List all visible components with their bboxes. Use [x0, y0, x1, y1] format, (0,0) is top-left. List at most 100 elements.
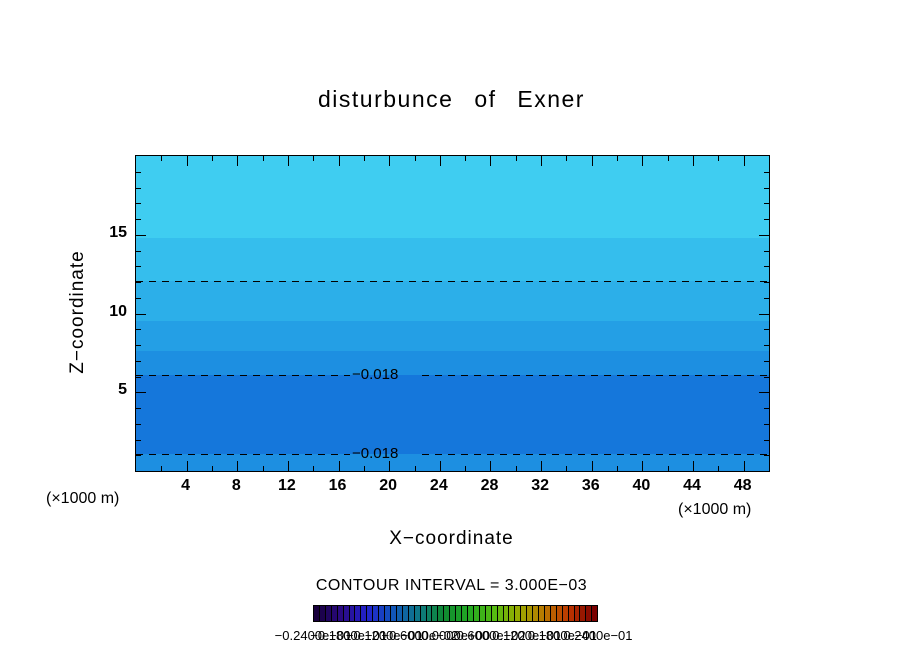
colorbar-cell — [325, 606, 332, 621]
y-tick-mark — [136, 408, 141, 409]
colorbar-cell — [485, 606, 492, 621]
x-tick-mark — [465, 156, 467, 161]
contour-line-label: −0.018 — [352, 444, 399, 462]
x-tick-mark — [363, 156, 365, 161]
colorbar-cell — [367, 606, 374, 621]
x-tick-mark — [465, 466, 467, 471]
x-tick-label: 4 — [181, 477, 191, 494]
y-tick-mark — [764, 187, 769, 189]
x-tick-mark — [363, 466, 365, 471]
y-tick-mark — [136, 345, 141, 346]
x-tick-mark — [642, 156, 644, 166]
colorbar-cell — [343, 606, 350, 621]
colorbar-tick-label: 0.1200e−01 — [492, 628, 562, 643]
x-tick-mark — [566, 466, 568, 471]
y-tick-mark — [759, 234, 769, 236]
x-tick-mark — [490, 461, 492, 471]
colorbar-cell — [438, 606, 445, 621]
plot-area: −0.018 −0.018 — [135, 155, 770, 472]
colorbar-tick-label: −0.6000e−02 — [381, 628, 459, 643]
colorbar-cell — [491, 606, 498, 621]
colorbar-cell — [426, 606, 433, 621]
colorbar-cell — [574, 606, 581, 621]
x-tick-label: 20 — [379, 477, 398, 494]
x-tick-mark — [211, 156, 213, 161]
contour-line-label: −0.018 — [352, 365, 399, 383]
x-tick-mark — [591, 156, 593, 166]
colorbar-labels: −0.2400e−01 −0.1800e−01 −0.1200e−01 −0.6000… — [0, 628, 904, 646]
colorbar-tick-label: −0.2400e−01 — [274, 628, 352, 643]
y-axis-unit-label: (×1000 m) — [46, 490, 120, 507]
x-tick-mark — [642, 461, 644, 471]
colorbar-tick-label: −0.1200e−01 — [345, 628, 423, 643]
chart-title: disturbunce of Exner — [318, 86, 585, 112]
x-axis-label: X−coordinate — [389, 528, 514, 549]
y-tick-mark — [136, 360, 141, 362]
colorbar-cell — [533, 606, 540, 621]
colorbar-tick-label: 0.1800e−01 — [527, 628, 597, 643]
colorbar-tick-label: 0.6000e−02 — [456, 628, 526, 643]
x-tick-mark — [389, 461, 391, 471]
colorbar-cell — [337, 606, 344, 621]
x-tick-mark — [617, 156, 619, 161]
colorbar-cell — [450, 606, 457, 621]
y-tick-mark — [136, 376, 141, 378]
contour-interval-text: CONTOUR INTERVAL = 3.000E−03 — [315, 577, 588, 594]
x-tick-mark — [414, 466, 416, 471]
colorbar-cell — [385, 606, 391, 621]
y-tick-mark — [764, 297, 769, 299]
colorbar-cell — [586, 606, 593, 621]
x-tick-mark — [515, 466, 517, 471]
contour-fill-band — [136, 453, 769, 471]
x-tick-mark — [439, 156, 441, 166]
colorbar-cell — [390, 606, 397, 621]
x-tick-mark — [541, 156, 543, 166]
colorbar-cell — [580, 606, 587, 621]
x-tick-label: 8 — [231, 477, 241, 494]
colorbar-cell — [479, 606, 486, 621]
colorbar-cell — [408, 606, 415, 621]
y-tick-mark — [136, 297, 141, 299]
colorbar-cell — [420, 606, 427, 621]
y-tick-mark — [759, 313, 769, 315]
y-tick-mark — [136, 439, 141, 441]
y-tick-label: 10 — [109, 302, 127, 320]
colorbar-cell — [361, 606, 368, 621]
y-tick-mark — [764, 171, 769, 173]
colorbar-cell — [473, 606, 480, 621]
colorbar-cell — [509, 606, 516, 621]
x-tick-mark — [186, 156, 188, 166]
contour-line — [136, 374, 350, 376]
y-tick-mark — [136, 423, 141, 425]
x-tick-mark — [161, 466, 163, 471]
x-tick-label: 44 — [683, 477, 701, 494]
x-tick-label: 24 — [429, 477, 448, 494]
colorbar-cell — [497, 606, 504, 621]
x-tick-mark — [161, 156, 163, 161]
colorbar-cell — [556, 606, 563, 621]
contour-line — [422, 374, 769, 376]
colorbar-tick-label: 0.2400e−01 — [563, 628, 633, 643]
x-tick-label: 36 — [581, 477, 600, 494]
x-tick-label: 12 — [278, 477, 296, 494]
x-tick-mark — [389, 156, 391, 166]
colorbar-cell — [456, 606, 463, 621]
y-tick-mark — [136, 266, 141, 268]
x-tick-mark — [515, 156, 517, 161]
y-tick-mark — [136, 234, 146, 236]
colorbar-cell — [319, 606, 326, 621]
y-tick-mark — [764, 282, 769, 283]
colorbar-cell — [414, 606, 421, 621]
x-tick-mark — [237, 461, 239, 471]
y-tick-mark — [764, 203, 769, 205]
y-tick-mark — [136, 392, 146, 394]
x-tick-mark — [617, 466, 619, 471]
colorbar-cell — [462, 606, 468, 621]
colorbar-cell — [544, 606, 551, 621]
x-tick-mark — [718, 466, 720, 471]
x-tick-mark — [211, 466, 213, 471]
x-tick-label: 40 — [632, 477, 651, 494]
colorbar-cell — [396, 606, 403, 621]
colorbar-cell — [539, 606, 545, 621]
